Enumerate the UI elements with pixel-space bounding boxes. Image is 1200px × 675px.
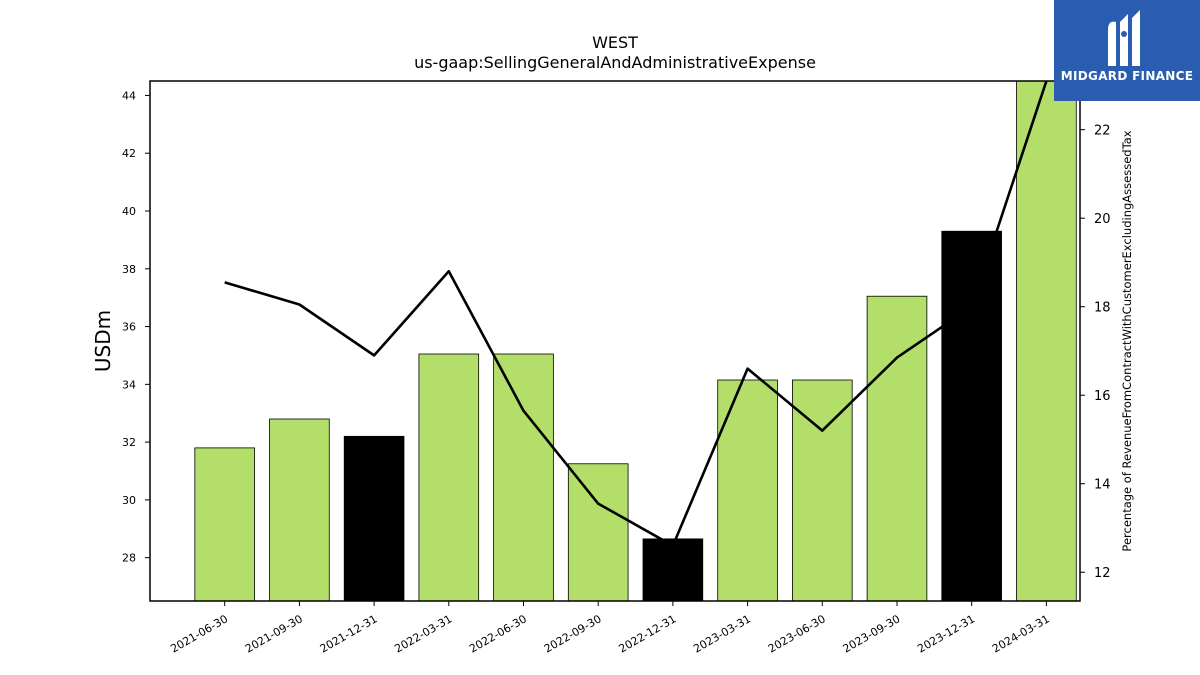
bar — [567, 463, 629, 602]
x-tick-label: 2023-06-30 — [766, 612, 828, 655]
y2-tick-label: 22 — [1094, 124, 1111, 139]
y-tick-label: 30 — [122, 494, 136, 507]
chart-title: WEST — [592, 33, 638, 52]
x-tick-label: 2022-06-30 — [467, 612, 529, 655]
y2-axis-label: Percentage of RevenueFromContractWithCus… — [1120, 130, 1134, 551]
x-tick-label: 2022-03-31 — [392, 612, 454, 655]
bar — [343, 435, 405, 602]
bar — [866, 295, 928, 602]
y2-tick-label: 16 — [1094, 389, 1111, 404]
y2-tick-label: 12 — [1094, 566, 1111, 581]
line-layer — [224, 80, 1048, 547]
y-tick-label: 42 — [122, 147, 136, 160]
x-tick-label: 2021-06-30 — [168, 612, 230, 655]
y-tick-label: 34 — [122, 378, 136, 391]
bar — [717, 379, 778, 602]
y-axis-label: USDm — [91, 310, 115, 372]
y-tick-label: 36 — [122, 321, 136, 334]
brand-logo: MIDGARD FINANCE — [1054, 0, 1200, 101]
x-tick-label: 2021-12-31 — [318, 612, 380, 655]
x-tick-label: 2023-03-31 — [691, 612, 753, 655]
bar — [1016, 80, 1077, 602]
y2-tick-label: 14 — [1094, 478, 1111, 493]
x-tick-label: 2022-09-30 — [542, 612, 604, 655]
bars-layer — [194, 80, 1077, 602]
bar — [418, 353, 480, 602]
bar — [642, 538, 704, 602]
x-tick-label: 2023-09-30 — [841, 612, 903, 655]
x-tick-label: 2022-12-31 — [617, 612, 679, 655]
y2-tick-label: 20 — [1094, 212, 1111, 227]
bar — [493, 353, 554, 602]
x-tick-label: 2024-03-31 — [990, 612, 1052, 655]
y-tick-label: 38 — [122, 263, 136, 276]
bar — [269, 418, 330, 602]
y-tick-label: 40 — [122, 205, 136, 218]
x-tick-label: 2021-09-30 — [243, 612, 305, 655]
bar — [792, 379, 853, 602]
y-tick-label: 28 — [122, 552, 136, 565]
y-tick-label: 44 — [122, 89, 136, 102]
chart-subtitle: us-gaap:SellingGeneralAndAdministrativeE… — [414, 53, 816, 72]
bar — [941, 230, 1002, 602]
logo-mark-icon — [1108, 10, 1140, 66]
logo-text: MIDGARD FINANCE — [1060, 69, 1194, 83]
plot-frame — [149, 80, 1081, 602]
y2-tick-label: 18 — [1094, 301, 1111, 316]
series-line — [224, 80, 1048, 547]
bar — [194, 447, 255, 602]
y-tick-label: 32 — [122, 436, 136, 449]
x-tick-label: 2023-12-31 — [915, 612, 977, 655]
